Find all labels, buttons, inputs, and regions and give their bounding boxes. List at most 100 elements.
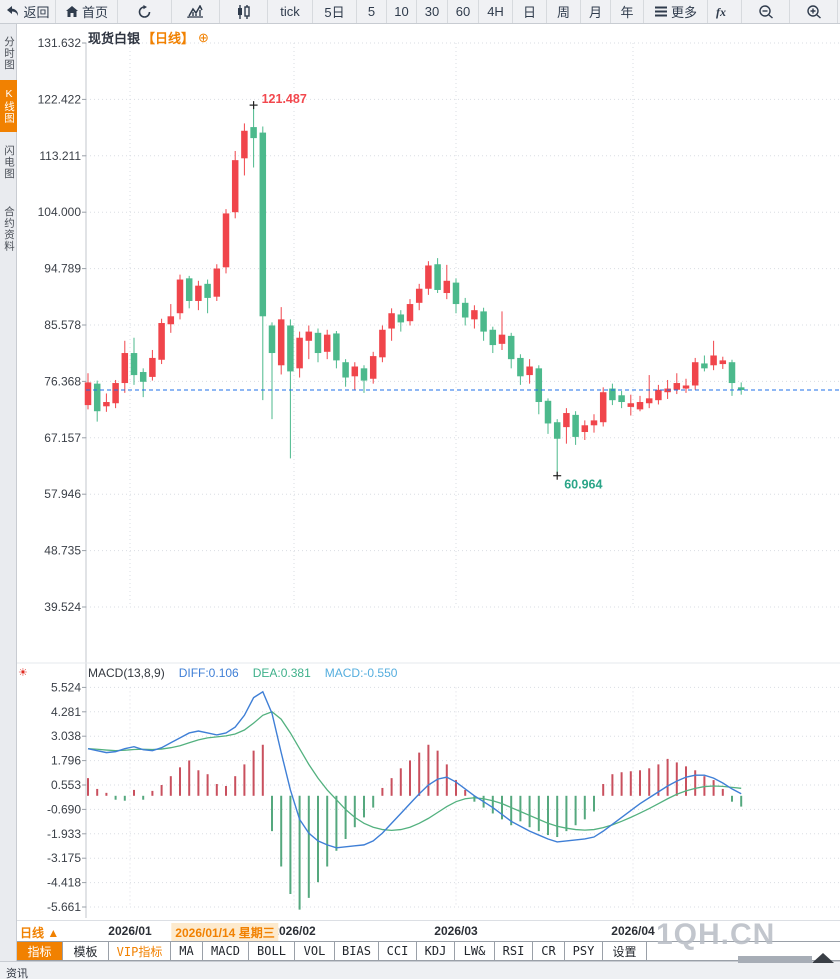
toolbar-button-month[interactable]: 月 <box>581 0 611 23</box>
candle-body[interactable] <box>195 285 202 301</box>
candle-body[interactable] <box>342 362 349 378</box>
sidebar-item-contract-info[interactable]: 合约资料 <box>3 206 15 252</box>
scroll-arrow-icon[interactable] <box>812 953 834 963</box>
tab-news[interactable]: 资讯 <box>6 968 28 979</box>
candle-body[interactable] <box>590 420 598 426</box>
candle-body[interactable] <box>673 383 681 390</box>
candle-body[interactable] <box>314 332 322 354</box>
toolbar-button-5[interactable]: 5 <box>357 0 387 23</box>
candle-body[interactable] <box>737 387 745 391</box>
candle-body[interactable] <box>461 302 469 318</box>
candle-body[interactable] <box>222 213 230 268</box>
toolbar-button-home[interactable]: 首页 <box>56 0 118 23</box>
toolbar-button-zoom-in[interactable] <box>790 0 838 23</box>
toolbar-button-line-chart[interactable] <box>172 0 220 23</box>
candle-body[interactable] <box>158 323 165 360</box>
candle-body[interactable] <box>250 127 257 139</box>
toolbar-button-week[interactable]: 周 <box>547 0 581 23</box>
tab-vip-indicator[interactable]: VIP指标 <box>109 942 171 960</box>
toolbar-button-10[interactable]: 10 <box>387 0 417 23</box>
candle-body[interactable] <box>728 362 736 384</box>
tab-rsi[interactable]: RSI <box>495 942 533 960</box>
candle-body[interactable] <box>710 355 717 366</box>
toolbar-button-tick[interactable]: tick <box>268 0 313 23</box>
candle-body[interactable] <box>112 383 119 404</box>
candle-body[interactable] <box>149 357 156 377</box>
candle-body[interactable] <box>609 388 616 401</box>
candle-body[interactable] <box>535 368 543 403</box>
horizontal-scrollbar[interactable] <box>738 956 812 963</box>
tab-bias[interactable]: BIAS <box>335 942 379 960</box>
candle-body[interactable] <box>379 329 386 358</box>
candle-body[interactable] <box>93 383 101 412</box>
tab-lw[interactable]: LW& <box>455 942 495 960</box>
candle-body[interactable] <box>572 414 579 437</box>
tab-template[interactable]: 模板 <box>63 942 109 960</box>
toolbar-button-30[interactable]: 30 <box>417 0 448 23</box>
tab-kdj[interactable]: KDJ <box>417 942 455 960</box>
candle-body[interactable] <box>121 353 129 384</box>
candle-body[interactable] <box>682 385 690 389</box>
candle-body[interactable] <box>636 402 644 410</box>
tab-settings[interactable]: 设置 <box>603 942 647 960</box>
candle-body[interactable] <box>425 265 432 289</box>
candle-body[interactable] <box>323 334 331 352</box>
toolbar-button-refresh[interactable] <box>118 0 172 23</box>
sidebar-item-time-share[interactable]: 分时图 <box>3 35 15 71</box>
candle-body[interactable] <box>415 288 423 303</box>
tab-macd[interactable]: MACD <box>203 942 249 960</box>
candle-body[interactable] <box>691 362 699 386</box>
tab-cr[interactable]: CR <box>533 942 565 960</box>
candle-body[interactable] <box>369 356 377 379</box>
tab-psy[interactable]: PSY <box>565 942 603 960</box>
toolbar-button-4h[interactable]: 4H <box>479 0 513 23</box>
candle-body[interactable] <box>185 278 193 301</box>
candle-body[interactable] <box>563 413 570 428</box>
candle-body[interactable] <box>618 395 625 403</box>
candle-body[interactable] <box>526 366 533 376</box>
candle-body[interactable] <box>701 363 708 369</box>
sidebar-item-kline[interactable]: K线图 <box>0 80 17 132</box>
candle-body[interactable] <box>388 313 395 329</box>
candle-body[interactable] <box>517 357 524 377</box>
candle-body[interactable] <box>277 319 285 366</box>
toolbar-button-zoom-out[interactable] <box>742 0 790 23</box>
candle-body[interactable] <box>544 400 552 424</box>
collapse-panel-icon[interactable]: ⊕ <box>198 29 209 45</box>
candle-body[interactable] <box>213 268 221 297</box>
candle-body[interactable] <box>176 279 184 314</box>
candle-body[interactable] <box>333 333 340 361</box>
candle-body[interactable] <box>719 360 727 365</box>
candle-body[interactable] <box>480 311 487 332</box>
candle-body[interactable] <box>204 283 211 298</box>
candle-body[interactable] <box>241 130 248 159</box>
tab-vol[interactable]: VOL <box>295 942 335 960</box>
candle-body[interactable] <box>434 264 441 290</box>
candle-body[interactable] <box>581 425 589 433</box>
alert-sun-icon[interactable]: ☀ <box>18 667 28 679</box>
candle-body[interactable] <box>360 368 368 381</box>
toolbar-button-candle-chart[interactable] <box>220 0 268 23</box>
candle-body[interactable] <box>443 280 451 294</box>
candle-body[interactable] <box>296 337 303 369</box>
candle-body[interactable] <box>351 366 359 377</box>
toolbar-button-more[interactable]: 更多 <box>644 0 708 23</box>
candle-body[interactable] <box>599 392 607 423</box>
candle-body[interactable] <box>259 132 267 317</box>
candle-body[interactable] <box>287 325 294 372</box>
candle-body[interactable] <box>130 353 138 376</box>
candle-body[interactable] <box>627 403 635 407</box>
tab-cci[interactable]: CCI <box>379 942 417 960</box>
candle-body[interactable] <box>397 314 405 323</box>
candle-body[interactable] <box>139 372 147 382</box>
tab-boll[interactable]: BOLL <box>249 942 295 960</box>
period-dropdown[interactable]: 日线 ▲ <box>20 924 59 941</box>
candle-body[interactable] <box>507 335 515 360</box>
toolbar-button-60[interactable]: 60 <box>448 0 479 23</box>
candle-body[interactable] <box>268 325 276 354</box>
tab-ma[interactable]: MA <box>171 942 203 960</box>
candle-body[interactable] <box>84 382 92 406</box>
candle-body[interactable] <box>655 389 662 401</box>
candle-body[interactable] <box>231 160 239 213</box>
